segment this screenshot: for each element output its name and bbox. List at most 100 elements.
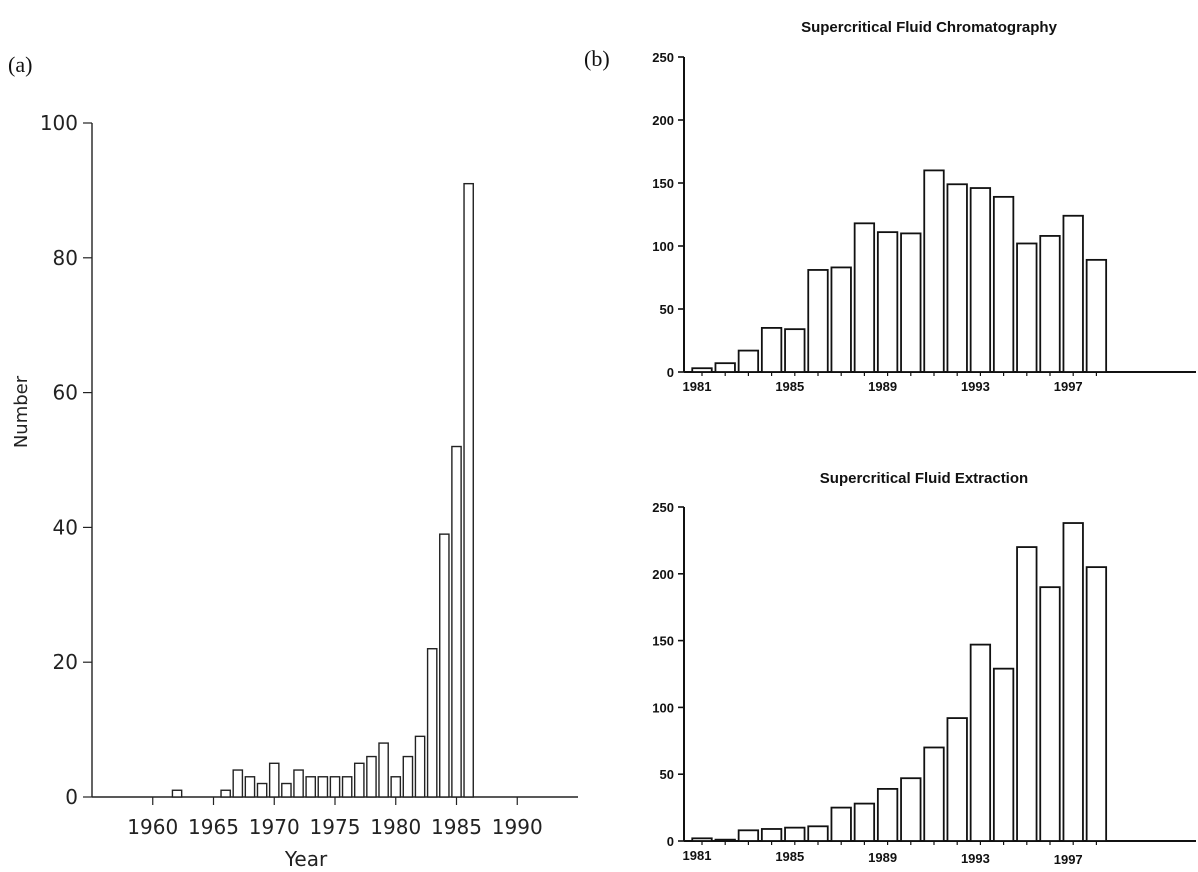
chart-a-bar <box>232 769 244 798</box>
chart-b2-bar <box>737 829 760 842</box>
chart-a-x-tick-label: 1970 <box>249 815 300 839</box>
chart-a-bar <box>353 762 365 798</box>
chart-b2-bars <box>691 522 1108 842</box>
chart-b2-x-tick-label: 1993 <box>961 851 990 866</box>
chart-a: Number Year 0 20 40 60 80 100 1960 1965 1970 1975… <box>11 111 578 871</box>
chart-b1-x-tick-label: 1985 <box>775 379 804 394</box>
chart-b2-bar <box>1062 522 1084 842</box>
chart-b2-bar <box>853 802 876 842</box>
chart-b1-bar <box>1062 214 1084 373</box>
chart-a-y-axis-label: Number <box>11 375 32 448</box>
chart-a-axes: 0 20 40 60 80 100 1960 1965 1970 1975 1980 1985 1990 <box>40 111 578 839</box>
chart-b1-y-tick-label: 250 <box>652 50 674 65</box>
chart-b1-bar <box>714 362 736 373</box>
chart-b2-bar <box>760 828 783 842</box>
chart-b2-title: Supercritical Fluid Extraction <box>820 470 1028 487</box>
chart-b1-y-tick-label: 150 <box>652 176 674 191</box>
chart-a-bar <box>268 762 280 798</box>
chart-a-x-tick-label: 1985 <box>431 815 482 839</box>
chart-b2-bar <box>1039 586 1061 842</box>
chart-b2-bar <box>923 746 945 842</box>
chart-b1-y-tick-label: 200 <box>652 113 674 128</box>
chart-a-bar <box>390 776 402 798</box>
chart-b2-bar <box>714 838 736 842</box>
chart-b1-bar <box>923 169 945 373</box>
chart-b1-bar <box>737 349 760 373</box>
chart-b1-bar <box>1085 258 1108 373</box>
chart-a-bar <box>317 776 329 798</box>
chart-a-y-tick-label: 100 <box>40 111 78 135</box>
chart-a-bar <box>463 182 474 798</box>
chart-b2-y-tick-label: 150 <box>652 634 674 649</box>
chart-b1-bar <box>853 222 876 373</box>
chart-b1-y-tick-label: 100 <box>652 239 674 254</box>
chart-b1-bar <box>807 269 829 373</box>
chart-b2: Supercritical Fluid Extraction 0 50 100 150… <box>652 470 1196 867</box>
chart-a-bar <box>439 533 450 798</box>
chart-b2-y-tick-label: 0 <box>667 834 674 849</box>
chart-b1-bar <box>969 187 992 373</box>
chart-b1-bar <box>876 231 899 373</box>
chart-b1-x-tick-label: 1981 <box>683 379 712 394</box>
chart-b1-bar <box>830 266 852 373</box>
chart-a-bar <box>171 789 183 798</box>
chart-b1-bar <box>691 367 713 373</box>
chart-a-y-tick-label: 20 <box>53 650 78 674</box>
chart-a-bar <box>341 776 353 798</box>
chart-b2-x-tick-label: 1985 <box>775 849 804 864</box>
chart-a-bar <box>378 742 389 798</box>
chart-b2-bar <box>830 806 852 842</box>
chart-a-x-tick-label: 1990 <box>492 815 543 839</box>
chart-a-x-tick-label: 1975 <box>310 815 361 839</box>
chart-a-bars <box>171 182 474 798</box>
panel-label-b: (b) <box>584 46 610 71</box>
chart-a-x-tick-label: 1960 <box>127 815 178 839</box>
chart-b2-bar <box>807 825 829 842</box>
chart-a-bar <box>414 735 426 798</box>
chart-a-bar <box>451 445 462 798</box>
chart-b1-x-tick-label: 1993 <box>961 379 990 394</box>
chart-b1-bar <box>1016 242 1038 373</box>
chart-b1-y-tick-label: 0 <box>667 365 674 380</box>
chart-a-bar <box>426 648 438 798</box>
chart-b1-bars <box>691 169 1108 373</box>
chart-a-x-tick-label: 1965 <box>188 815 239 839</box>
chart-b2-bar <box>992 667 1015 842</box>
chart-b1-bar <box>992 195 1015 373</box>
chart-a-y-tick-label: 60 <box>53 381 78 405</box>
chart-a-y-tick-label: 80 <box>53 246 78 270</box>
chart-a-bar <box>305 776 317 798</box>
chart-a-x-tick-label: 1980 <box>370 815 421 839</box>
chart-b2-x-tick-label: 1981 <box>683 848 712 863</box>
chart-b1-bar <box>900 232 922 373</box>
chart-b2-y-tick-label: 250 <box>652 500 674 515</box>
chart-b1-bar <box>760 326 783 373</box>
chart-a-bar <box>293 769 304 798</box>
chart-b2-bar <box>1085 566 1108 842</box>
chart-a-bar <box>256 782 268 798</box>
chart-b2-bar <box>784 826 806 842</box>
chart-b1-x-tick-label: 1989 <box>868 379 897 394</box>
chart-b2-x-tick-label: 1989 <box>868 850 897 865</box>
chart-b2-bar <box>969 643 992 842</box>
chart-a-bar <box>329 776 341 798</box>
chart-a-bar <box>402 755 414 798</box>
chart-b2-y-tick-label: 50 <box>660 767 674 782</box>
chart-a-bar <box>366 755 377 798</box>
chart-a-bar <box>244 776 256 798</box>
chart-b2-bar <box>946 717 968 842</box>
chart-b1: Supercritical Fluid Chromatography 0 50 10… <box>652 19 1196 394</box>
chart-a-x-axis-label: Year <box>284 847 328 871</box>
chart-b2-x-tick-label: 1997 <box>1054 852 1083 867</box>
chart-b1-title: Supercritical Fluid Chromatography <box>801 19 1058 36</box>
chart-a-bar <box>281 782 292 798</box>
chart-a-y-tick-label: 0 <box>65 785 78 809</box>
chart-b1-y-tick-label: 50 <box>660 302 674 317</box>
chart-b2-bar <box>1016 546 1038 842</box>
chart-a-y-tick-label: 40 <box>53 515 78 539</box>
panel-label-a: (a) <box>8 52 32 77</box>
chart-b2-y-tick-label: 200 <box>652 567 674 582</box>
chart-b2-bar <box>876 787 899 842</box>
chart-b1-bar <box>946 183 968 373</box>
